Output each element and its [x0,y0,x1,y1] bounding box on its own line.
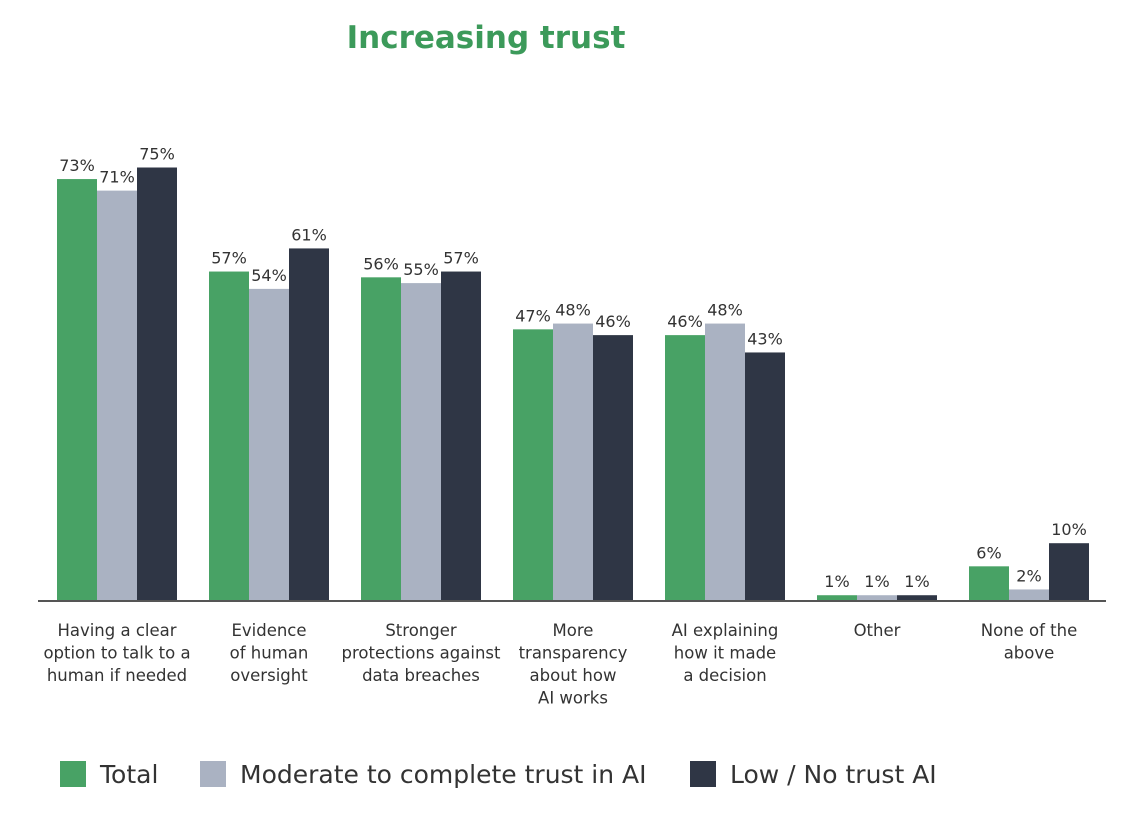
category-label: a decision [683,666,766,685]
category-label: None of the [981,621,1078,640]
bar [513,329,553,601]
data-label: 1% [824,572,849,591]
data-label: 75% [139,145,175,164]
bar [441,271,481,601]
data-label: 1% [904,572,929,591]
chart-title: Increasing trust [346,20,626,56]
bar [1049,543,1089,601]
data-label: 46% [595,312,631,331]
category-label: AI works [538,689,608,708]
category-label: data breaches [362,666,480,685]
data-label: 48% [707,301,743,320]
category-label: how it made [674,644,776,663]
data-label: 2% [1016,566,1041,585]
bar [665,335,705,601]
bar [897,595,937,601]
bar [137,167,177,601]
data-label: 10% [1051,520,1087,539]
category-label: oversight [230,666,308,685]
data-label: 54% [251,266,287,285]
data-label: 55% [403,260,439,279]
bar [289,248,329,602]
legend-label-low-trust: Low / No trust AI [730,759,937,789]
legend-swatch-low-trust [690,761,716,787]
bar [97,190,137,601]
bar [361,277,401,601]
legend: Total Moderate to complete trust in AI L… [0,756,1136,796]
data-label: 61% [291,225,327,244]
category-label: of human [230,644,309,663]
bar-chart: 73%71%75% Having a clear option to talk to… [38,145,1106,708]
legend-item-total: Total [60,756,158,792]
category-label: Having a clear [57,621,176,640]
data-label: 46% [667,312,703,331]
data-label: 6% [976,543,1001,562]
bar [969,566,1009,601]
legend-label-moderate-trust: Moderate to complete trust in AI [240,759,647,789]
bar [401,283,441,601]
category-label: Other [854,621,901,640]
bar [1009,589,1049,601]
bar [593,335,633,601]
data-label: 73% [59,156,95,175]
bar [249,288,289,601]
data-label: 43% [747,329,783,348]
category-label: protections against [342,644,501,663]
category-label: AI explaining [672,621,779,640]
bar [817,595,857,601]
data-label: 57% [443,249,479,268]
category-label: above [1004,644,1055,663]
bar [209,271,249,601]
category-label: Evidence [231,621,306,640]
category-label: More [553,621,594,640]
legend-item-moderate-trust: Moderate to complete trust in AI [200,756,647,792]
bar [705,323,745,601]
bar [745,352,785,601]
category-label: human if needed [47,666,187,685]
bar [57,179,97,601]
data-label: 71% [99,168,135,187]
legend-label-total: Total [100,759,159,789]
data-label: 57% [211,249,247,268]
category-label: about how [530,666,617,685]
legend-item-low-trust: Low / No trust AI [690,756,937,792]
data-label: 1% [864,572,889,591]
category-label: Stronger [385,621,457,640]
category-label: option to talk to a [43,644,190,663]
data-label: 47% [515,306,551,325]
legend-swatch-moderate-trust [200,761,226,787]
data-label: 56% [363,254,399,273]
bar [553,323,593,601]
legend-swatch-total [60,761,86,787]
data-label: 48% [555,301,591,320]
bar [857,595,897,601]
category-label: transparency [519,644,628,663]
